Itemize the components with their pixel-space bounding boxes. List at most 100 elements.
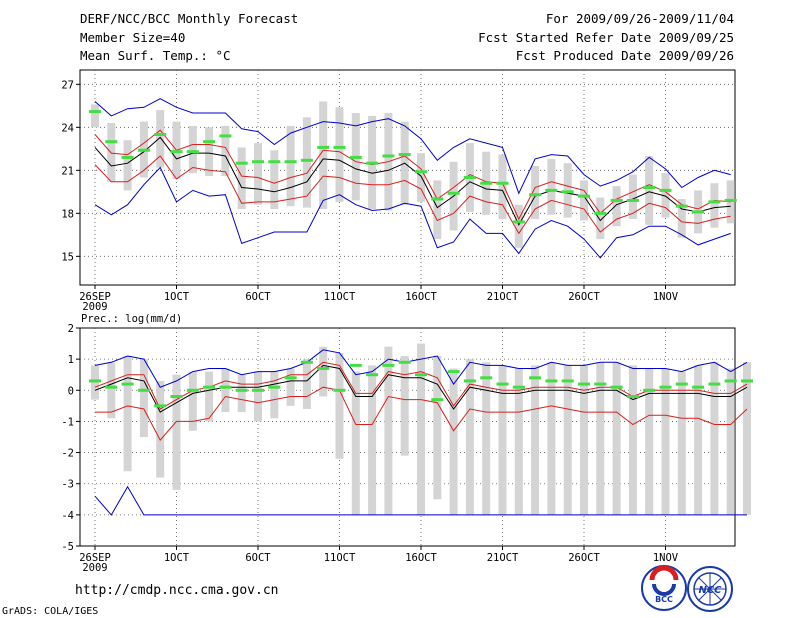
member-mark: [594, 211, 607, 215]
precip-title: Prec.: log(mm/d): [81, 313, 182, 325]
member-mark: [333, 388, 346, 392]
spread-bar: [661, 368, 670, 515]
spread-bar: [254, 143, 262, 205]
member-mark: [610, 198, 623, 202]
spread-bar: [286, 368, 295, 406]
spread-bar: [628, 365, 637, 515]
y-tick-label: -3: [61, 479, 74, 491]
member-mark: [284, 376, 297, 380]
y-tick-label: 21: [61, 165, 74, 177]
ncc-logo-text: NCC: [698, 585, 722, 596]
member-mark: [741, 379, 753, 383]
source-url[interactable]: http://cmdp.ncc.cma.gov.cn: [75, 583, 279, 598]
series-p25-line: [94, 155, 731, 235]
y-tick-label: -1: [61, 416, 74, 428]
member-mark: [154, 133, 167, 136]
member-mark: [463, 379, 476, 383]
x-tick-label: 16OCT: [405, 291, 437, 303]
member-mark: [626, 198, 639, 202]
member-mark: [366, 373, 379, 377]
spread-bar: [726, 368, 735, 515]
spread-bar: [319, 101, 328, 210]
grads-credit: GrADS: COLA/IGES: [2, 606, 98, 617]
spread-bar: [400, 356, 409, 456]
x-tick-label: 16OCT: [405, 552, 437, 564]
spread-bar: [188, 125, 197, 174]
member-mark: [708, 382, 721, 386]
spread-bar: [417, 153, 425, 202]
member-mark: [235, 161, 248, 165]
spread-bar: [91, 365, 99, 400]
member-size-label: Member Size=40: [80, 30, 185, 45]
x-tick-label: 1NOV: [653, 552, 679, 564]
spread-bar: [123, 356, 132, 472]
member-mark: [561, 379, 574, 383]
member-mark: [692, 385, 705, 389]
spread-bar: [465, 359, 474, 515]
spread-bar: [351, 371, 360, 515]
member-mark: [496, 382, 509, 386]
member-mark: [415, 170, 427, 174]
forecast-period-label: For 2009/09/26-2009/11/04: [546, 11, 734, 26]
x-tick-label: 26SEP: [79, 291, 111, 303]
member-mark: [382, 363, 395, 367]
x-tick-label: 1OCT: [164, 291, 190, 303]
member-mark: [89, 379, 101, 383]
x-tick-label: 21OCT: [487, 552, 519, 564]
member-mark: [480, 376, 493, 380]
series-min-line: [94, 485, 747, 516]
member-mark: [626, 395, 639, 399]
spread-bar: [123, 140, 132, 191]
x-tick-label: 6OCT: [245, 552, 271, 564]
member-mark: [447, 370, 460, 374]
x-tick-year: 2009: [82, 301, 107, 313]
x-tick-label: 21OCT: [487, 291, 519, 303]
member-mark: [121, 382, 134, 386]
spread-bar: [433, 356, 442, 500]
x-tick-year: 2009: [82, 562, 107, 574]
member-mark: [480, 181, 493, 185]
member-mark: [610, 385, 623, 389]
spread-bar: [433, 180, 442, 240]
member-mark: [349, 155, 362, 159]
spread-bar: [319, 346, 328, 397]
spread-bar: [498, 365, 507, 515]
spread-bar: [237, 147, 246, 210]
spread-bar: [498, 154, 507, 220]
produced-date-label: Fcst Produced Date 2009/09/26: [516, 48, 734, 63]
member-mark: [317, 145, 330, 149]
spread-bar: [335, 352, 344, 459]
spread-bar: [612, 362, 621, 515]
series-p75-line: [94, 129, 731, 221]
y-tick-label: -5: [61, 541, 74, 553]
member-mark: [186, 388, 199, 392]
spread-bar: [645, 156, 654, 225]
spread-bar: [710, 362, 719, 515]
member-mark: [643, 388, 656, 392]
spread-bar: [531, 365, 540, 515]
member-mark: [708, 200, 721, 204]
member-mark: [203, 385, 216, 389]
member-mark: [154, 404, 167, 408]
member-mark: [415, 373, 427, 377]
spread-bar: [91, 104, 99, 128]
spread-bar: [270, 150, 279, 210]
spread-bar: [596, 362, 605, 515]
member-mark: [496, 181, 509, 185]
spread-bar: [449, 368, 458, 515]
spread-bar: [531, 166, 540, 220]
member-mark: [659, 385, 672, 389]
member-mark: [447, 191, 460, 195]
spread-bar: [156, 380, 165, 478]
member-mark: [463, 176, 476, 179]
member-mark: [300, 360, 313, 364]
member-mark: [137, 148, 150, 152]
member-mark: [170, 395, 183, 399]
member-mark: [235, 388, 248, 392]
spread-bar: [254, 371, 262, 422]
member-mark: [398, 360, 411, 364]
spread-bar: [596, 197, 605, 240]
spread-bar: [563, 365, 572, 515]
